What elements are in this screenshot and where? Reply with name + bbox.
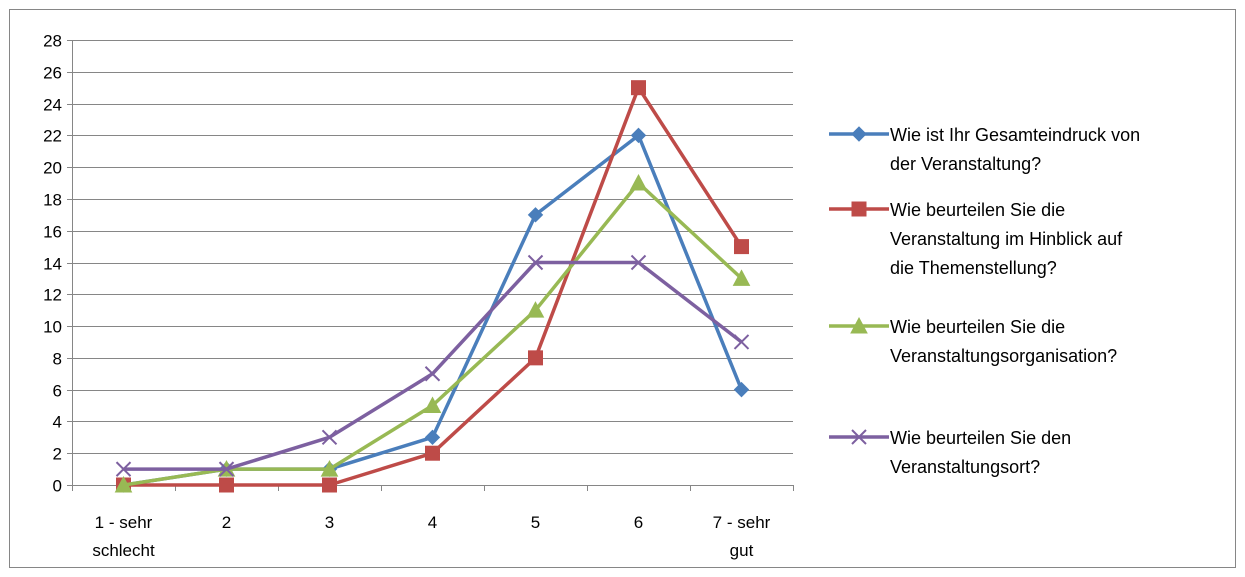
x-tick-label-1: 1 - sehr: [95, 513, 153, 532]
data-point-s4-5: [527, 254, 544, 271]
y-tick-label: 10: [43, 318, 62, 337]
legend-item-1: Wie ist Ihr Gesamteindruck von der Verans…: [829, 125, 1140, 174]
legend-item-4: Wie beurteilen Sie den Veranstaltungsort?: [829, 428, 1071, 477]
legend-label: Veranstaltungsorganisation?: [890, 346, 1117, 366]
y-tick-label: 26: [43, 64, 62, 83]
y-tick-label: 20: [43, 159, 62, 178]
x-tick-label-1: schlecht: [92, 541, 155, 560]
legend-marker: [851, 126, 867, 142]
data-point-s3-5: [526, 301, 545, 318]
data-point-s4-2: [218, 461, 235, 477]
legend-label: Wie beurteilen Sie die: [890, 317, 1065, 337]
legend-item-3: Wie beurteilen Sie die Veranstaltungsorga…: [829, 316, 1117, 366]
legend-label: Wie beurteilen Sie den: [890, 428, 1071, 448]
legend: Wie ist Ihr Gesamteindruck von der Verans…: [829, 125, 1140, 477]
data-point-s2-5: [528, 350, 543, 366]
data-point-s2-4: [425, 445, 440, 461]
y-tick-label: 8: [53, 350, 62, 369]
legend-label: der Veranstaltung?: [890, 154, 1041, 174]
y-tick-label: 6: [53, 382, 62, 401]
data-point-s4-3: [321, 429, 338, 446]
x-tick-label-4: 4: [428, 513, 437, 532]
series-4: [115, 254, 750, 477]
legend-label: Wie beurteilen Sie die: [890, 200, 1065, 220]
data-point-s3-7: [732, 269, 751, 286]
data-point-s2-2: [219, 477, 234, 493]
x-tick-label-7: gut: [730, 541, 754, 560]
y-tick-label: 22: [43, 127, 62, 146]
data-point-s2-7: [734, 239, 749, 255]
data-point-s4-1: [115, 461, 132, 477]
data-point-s2-3: [322, 477, 337, 493]
data-point-s1-7: [733, 381, 750, 398]
series-layer: [114, 80, 751, 493]
y-tick-label: 16: [43, 223, 62, 242]
legend-label: Wie ist Ihr Gesamteindruck von: [890, 125, 1140, 145]
data-point-s1-5: [527, 207, 544, 223]
legend-item-2: Wie beurteilen Sie die Veranstaltung im H…: [829, 200, 1123, 278]
x-tick-label-5: 5: [531, 513, 540, 532]
legend-marker: [851, 201, 867, 217]
data-point-s1-6: [630, 127, 647, 144]
x-axis-tick-labels: 1 - sehr schlecht 2 3 4 5 6 7 - sehr gut: [92, 513, 770, 560]
y-tick-label: 2: [53, 445, 62, 464]
data-point-s1-4: [424, 429, 441, 446]
legend-label: die Themenstellung?: [890, 258, 1057, 278]
data-point-s4-7: [733, 334, 750, 350]
y-tick-label: 18: [43, 191, 62, 210]
legend-label: Veranstaltung im Hinblick auf: [890, 229, 1123, 249]
gridlines: [72, 40, 793, 454]
data-point-s3-3: [320, 460, 339, 477]
y-tick-label: 0: [53, 477, 62, 496]
data-point-s3-1: [114, 475, 133, 493]
x-tick-label-3: 3: [325, 513, 334, 532]
legend-marker: [850, 316, 868, 334]
y-tick-label: 14: [43, 255, 62, 274]
y-tick-label: 12: [43, 286, 62, 305]
data-point-s3-4: [423, 396, 442, 414]
data-point-s2-6: [631, 80, 646, 96]
x-tick-label-6: 6: [634, 513, 643, 532]
legend-marker: [851, 429, 867, 445]
x-tick-label-2: 2: [222, 513, 231, 532]
data-point-s3-6: [629, 173, 648, 191]
data-point-s4-4: [424, 366, 441, 382]
y-tick-label: 28: [43, 32, 62, 51]
legend-label: Veranstaltungsort?: [890, 457, 1040, 477]
y-tick-label: 24: [43, 96, 62, 115]
y-tick-label: 4: [53, 413, 62, 432]
data-point-s4-6: [630, 254, 647, 271]
chart-border: [9, 9, 1236, 568]
x-tick-label-7: 7 - sehr: [713, 513, 771, 532]
